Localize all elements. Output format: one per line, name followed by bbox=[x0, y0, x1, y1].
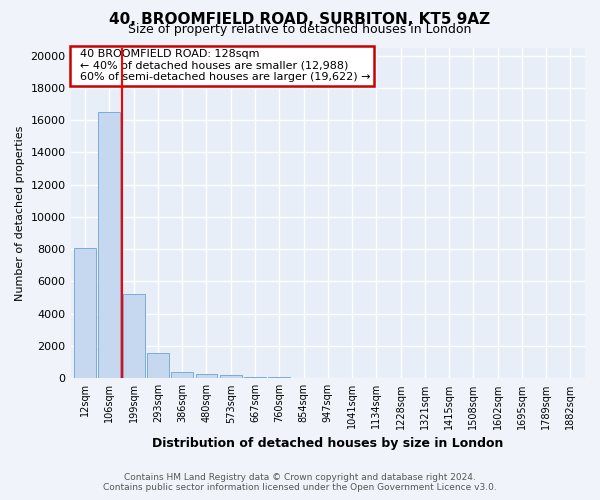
Bar bbox=[268, 377, 290, 378]
Bar bbox=[123, 294, 145, 378]
Y-axis label: Number of detached properties: Number of detached properties bbox=[15, 125, 25, 300]
Text: 40 BROOMFIELD ROAD: 128sqm
  ← 40% of detached houses are smaller (12,988)
  60%: 40 BROOMFIELD ROAD: 128sqm ← 40% of deta… bbox=[73, 49, 371, 82]
Text: Size of property relative to detached houses in London: Size of property relative to detached ho… bbox=[128, 22, 472, 36]
Bar bbox=[147, 354, 169, 378]
X-axis label: Distribution of detached houses by size in London: Distribution of detached houses by size … bbox=[152, 437, 503, 450]
Text: Contains HM Land Registry data © Crown copyright and database right 2024.
Contai: Contains HM Land Registry data © Crown c… bbox=[103, 473, 497, 492]
Text: 40, BROOMFIELD ROAD, SURBITON, KT5 9AZ: 40, BROOMFIELD ROAD, SURBITON, KT5 9AZ bbox=[109, 12, 491, 28]
Bar bbox=[196, 374, 217, 378]
Bar bbox=[171, 372, 193, 378]
Bar bbox=[98, 112, 120, 378]
Bar bbox=[244, 376, 266, 378]
Bar bbox=[74, 248, 96, 378]
Bar bbox=[220, 376, 242, 378]
